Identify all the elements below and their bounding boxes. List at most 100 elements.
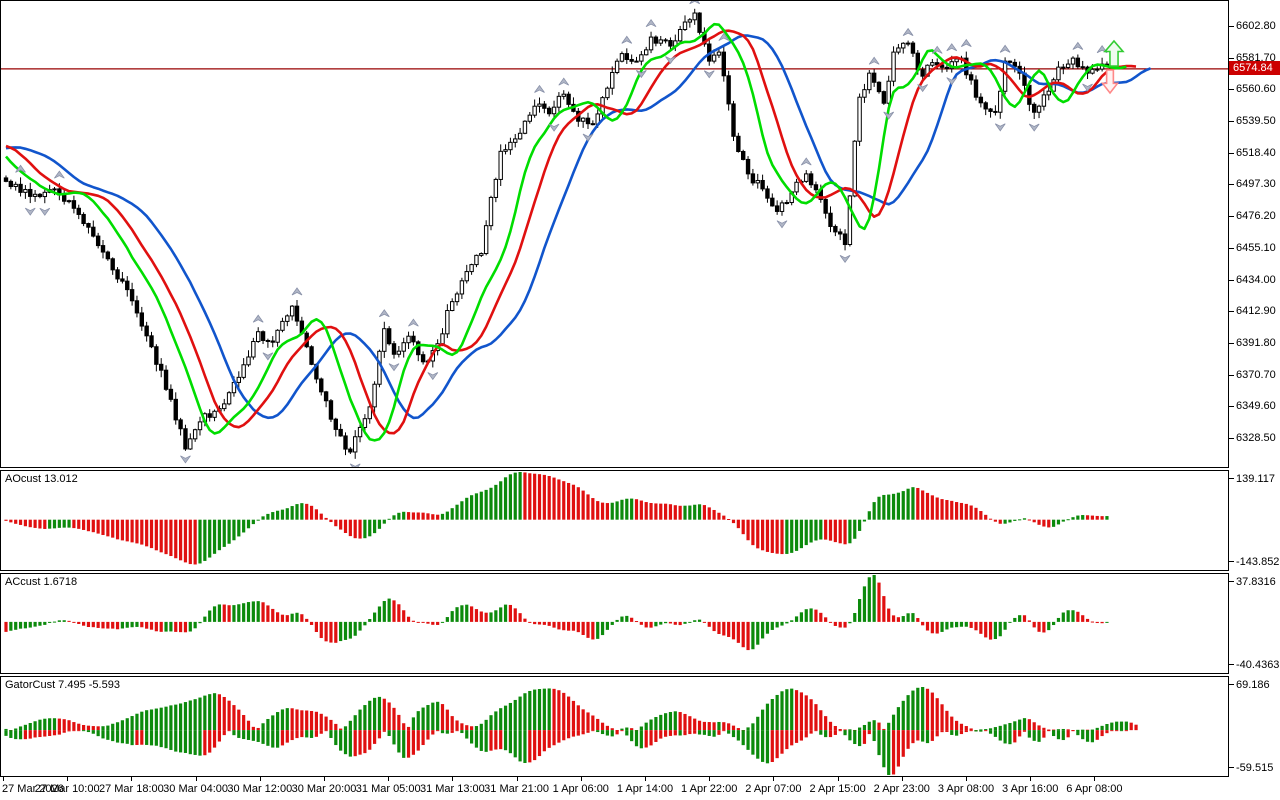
price-chart-canvas bbox=[1, 0, 1228, 472]
fractal-up-icon bbox=[868, 56, 880, 65]
alligator-lines-layer bbox=[5, 22, 1152, 442]
time-label: 30 Mar 12:00 bbox=[227, 783, 293, 795]
price-tick bbox=[1229, 152, 1234, 154]
main-price-chart[interactable] bbox=[0, 0, 1229, 472]
time-tick bbox=[1094, 777, 1096, 781]
time-label: 2 Apr 23:00 bbox=[873, 783, 930, 795]
price-tick-label: 6370.70 bbox=[1236, 368, 1276, 381]
price-axis[interactable]: 6574.84 6602.80 6581.70 6560.60 6539.50 6518… bbox=[1229, 0, 1280, 777]
time-label: 1 Apr 06:00 bbox=[552, 783, 609, 795]
price-tick-label: 6602.80 bbox=[1236, 19, 1276, 32]
fractal-up-icon bbox=[621, 35, 633, 44]
ac-scale-max: 37.8316 bbox=[1236, 576, 1276, 588]
gator-indicator-panel[interactable]: GatorCust 7.495 -5.593 bbox=[0, 676, 1229, 777]
price-tick bbox=[1229, 57, 1234, 59]
price-tick bbox=[1229, 311, 1234, 313]
fractal-up-icon bbox=[689, 0, 701, 5]
fractal-down-icon bbox=[349, 463, 361, 472]
fractal-up-icon bbox=[15, 164, 26, 173]
time-tick bbox=[645, 777, 646, 781]
time-tick bbox=[966, 777, 967, 781]
gator-histogram-canvas bbox=[4, 687, 1138, 775]
ac-indicator-panel[interactable]: ACcust 1.6718 bbox=[0, 573, 1229, 674]
time-label: 3 Apr 08:00 bbox=[937, 783, 995, 795]
ao-indicator-panel[interactable]: AOcust 13.012 bbox=[0, 470, 1229, 571]
indicator-scale-tick bbox=[1229, 561, 1234, 562]
time-tick bbox=[773, 777, 775, 781]
price-tick bbox=[1229, 247, 1234, 249]
ao-scale-max: 139.117 bbox=[1236, 473, 1275, 485]
ao-indicator-label: AOcust 13.012 bbox=[5, 473, 78, 485]
ac-scale-min: -40.4363 bbox=[1236, 659, 1280, 671]
alligator-line bbox=[5, 34, 1152, 420]
histogram-layer bbox=[4, 472, 1109, 565]
indicator-scale-tick bbox=[1229, 684, 1234, 685]
fractal-up-icon bbox=[902, 27, 914, 36]
time-tick bbox=[901, 777, 903, 781]
time-label: 31 Mar 05:00 bbox=[355, 783, 421, 795]
time-label: 1 Apr 22:00 bbox=[681, 783, 738, 795]
fractal-up-icon bbox=[378, 309, 390, 318]
alligator-line bbox=[5, 29, 1137, 435]
price-tick bbox=[1229, 121, 1234, 122]
fractal-down-icon bbox=[1082, 83, 1093, 92]
signal-arrows-layer bbox=[1100, 39, 1125, 95]
price-tick bbox=[1229, 184, 1234, 186]
price-tick-label: 6412.90 bbox=[1236, 305, 1276, 318]
fractal-down-icon bbox=[946, 77, 958, 86]
time-label: 30 Mar 20:00 bbox=[291, 783, 357, 795]
histogram-layer bbox=[4, 575, 1109, 651]
time-label: 27 Mar 10:00 bbox=[34, 783, 100, 795]
fractal-up-icon bbox=[999, 44, 1011, 53]
fractal-up-icon bbox=[291, 287, 303, 296]
price-tick-label: 6328.50 bbox=[1236, 432, 1276, 445]
indicator-scale-tick bbox=[1229, 767, 1234, 768]
time-tick bbox=[452, 777, 454, 781]
alligator-line bbox=[5, 22, 1127, 442]
fractal-down-icon bbox=[24, 207, 36, 216]
fractal-arrows-layer bbox=[15, 0, 1108, 472]
fractal-up-icon bbox=[645, 19, 657, 28]
time-label: 2 Apr 15:00 bbox=[809, 783, 866, 795]
time-label: 2 Apr 07:00 bbox=[745, 783, 802, 795]
fractal-up-icon bbox=[718, 32, 730, 41]
fractal-up-icon bbox=[946, 43, 958, 52]
price-tick bbox=[1229, 25, 1234, 27]
time-tick bbox=[516, 777, 518, 781]
gator-indicator-label: GatorCust 7.495 -5.593 bbox=[5, 679, 120, 691]
fractal-down-icon bbox=[262, 352, 274, 361]
price-tick bbox=[1229, 438, 1234, 440]
time-axis[interactable]: 27 Mar 2026 27 Mar 10:00 27 Mar 18:00 30 Ma… bbox=[0, 777, 1280, 800]
price-tick bbox=[1229, 343, 1234, 345]
fractal-up-icon bbox=[960, 38, 972, 47]
time-tick bbox=[837, 777, 839, 781]
fractal-down-icon bbox=[994, 123, 1006, 132]
fractal-up-icon bbox=[408, 318, 419, 327]
ac-histogram-canvas bbox=[4, 575, 1109, 651]
buy-arrow-icon[interactable] bbox=[1103, 39, 1125, 67]
gator-scale-min: -59.515 bbox=[1236, 762, 1274, 774]
ac-indicator-label: ACcust 1.6718 bbox=[5, 576, 78, 588]
fractal-up-icon bbox=[54, 170, 65, 179]
time-tick bbox=[195, 777, 197, 781]
price-tick bbox=[1229, 406, 1234, 408]
price-tick-label: 6434.00 bbox=[1236, 273, 1276, 286]
time-label: 27 Mar 2026 bbox=[2, 783, 64, 795]
time-tick bbox=[580, 777, 582, 781]
ao-histogram-canvas bbox=[4, 472, 1109, 565]
fractal-down-icon bbox=[776, 220, 788, 229]
fractal-down-icon bbox=[180, 455, 191, 464]
price-tick-label: 6455.10 bbox=[1236, 241, 1276, 254]
sell-arrow-icon[interactable] bbox=[1100, 69, 1120, 95]
fractal-down-icon bbox=[427, 372, 439, 381]
indicator-scale-tick bbox=[1229, 664, 1234, 665]
indicator-scale-tick bbox=[1229, 581, 1234, 582]
fractal-down-icon bbox=[582, 133, 594, 142]
time-tick bbox=[67, 777, 69, 781]
indicator-scale-tick bbox=[1229, 478, 1234, 479]
price-tick-label: 6560.60 bbox=[1236, 83, 1276, 96]
current-price-value: 6574.84 bbox=[1233, 61, 1273, 74]
fractal-down-icon bbox=[839, 254, 851, 264]
fractal-down-icon bbox=[883, 111, 895, 120]
